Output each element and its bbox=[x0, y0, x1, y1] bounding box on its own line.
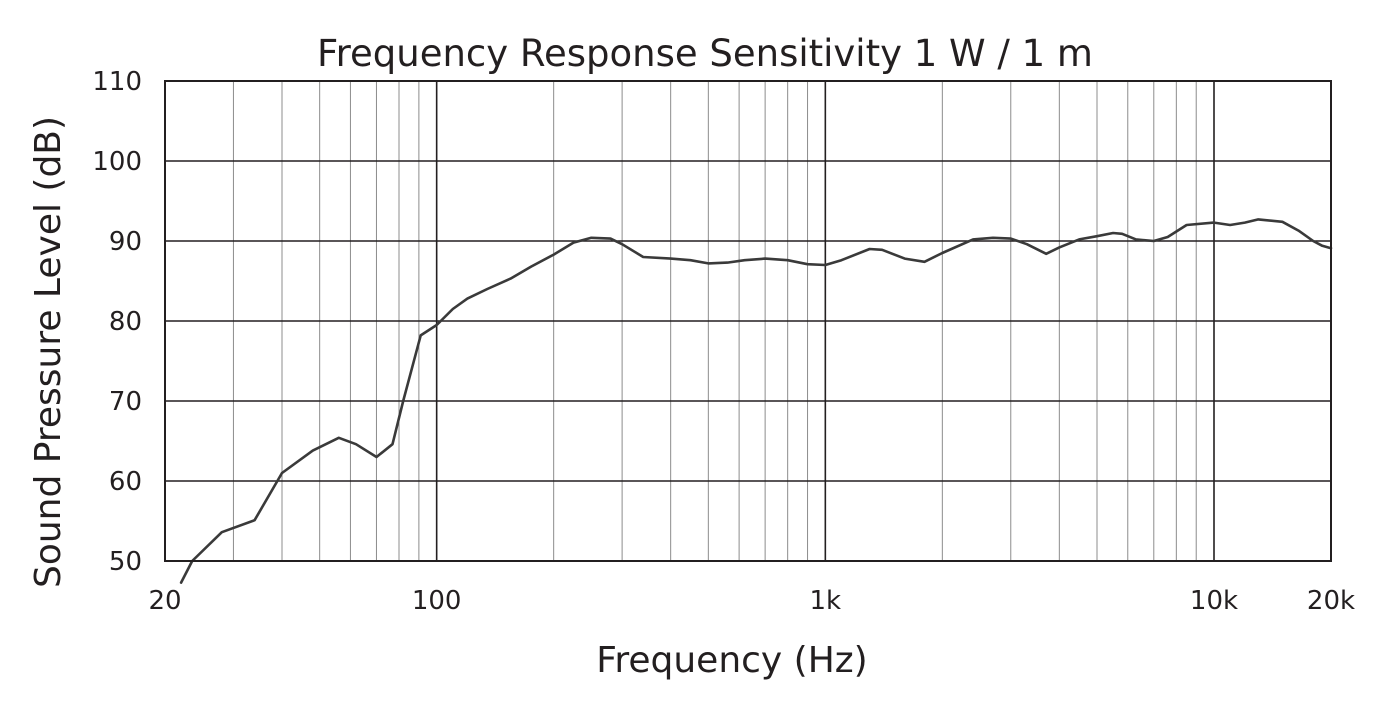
x-tick-label: 20k bbox=[1307, 586, 1355, 616]
series-layer bbox=[179, 218, 1333, 584]
chart-title: Frequency Response Sensitivity 1 W / 1 m bbox=[317, 32, 1093, 75]
x-axis-title: Frequency (Hz) bbox=[596, 640, 867, 681]
x-tick-label: 100 bbox=[412, 586, 462, 616]
plot-frame bbox=[164, 80, 1332, 562]
x-tick-label: 20 bbox=[148, 586, 181, 616]
y-axis-title: Sound Pressure Level (dB) bbox=[28, 116, 69, 588]
x-tick-label: 1k bbox=[810, 586, 842, 616]
y-tick-label: 70 bbox=[109, 387, 142, 417]
y-tick-label: 90 bbox=[109, 227, 142, 257]
response-curve bbox=[179, 218, 1333, 584]
y-tick-label: 50 bbox=[109, 547, 142, 577]
x-tick-labels: 20 100 1k 10k 20k bbox=[148, 586, 1355, 616]
grid-lines bbox=[164, 80, 1332, 562]
y-tick-labels: 50 60 70 80 90 100 110 bbox=[92, 67, 142, 577]
y-tick-label: 100 bbox=[92, 147, 142, 177]
y-tick-label: 80 bbox=[109, 307, 142, 337]
x-tick-label: 10k bbox=[1190, 586, 1238, 616]
y-tick-label: 110 bbox=[92, 67, 142, 97]
y-tick-label: 60 bbox=[109, 467, 142, 497]
